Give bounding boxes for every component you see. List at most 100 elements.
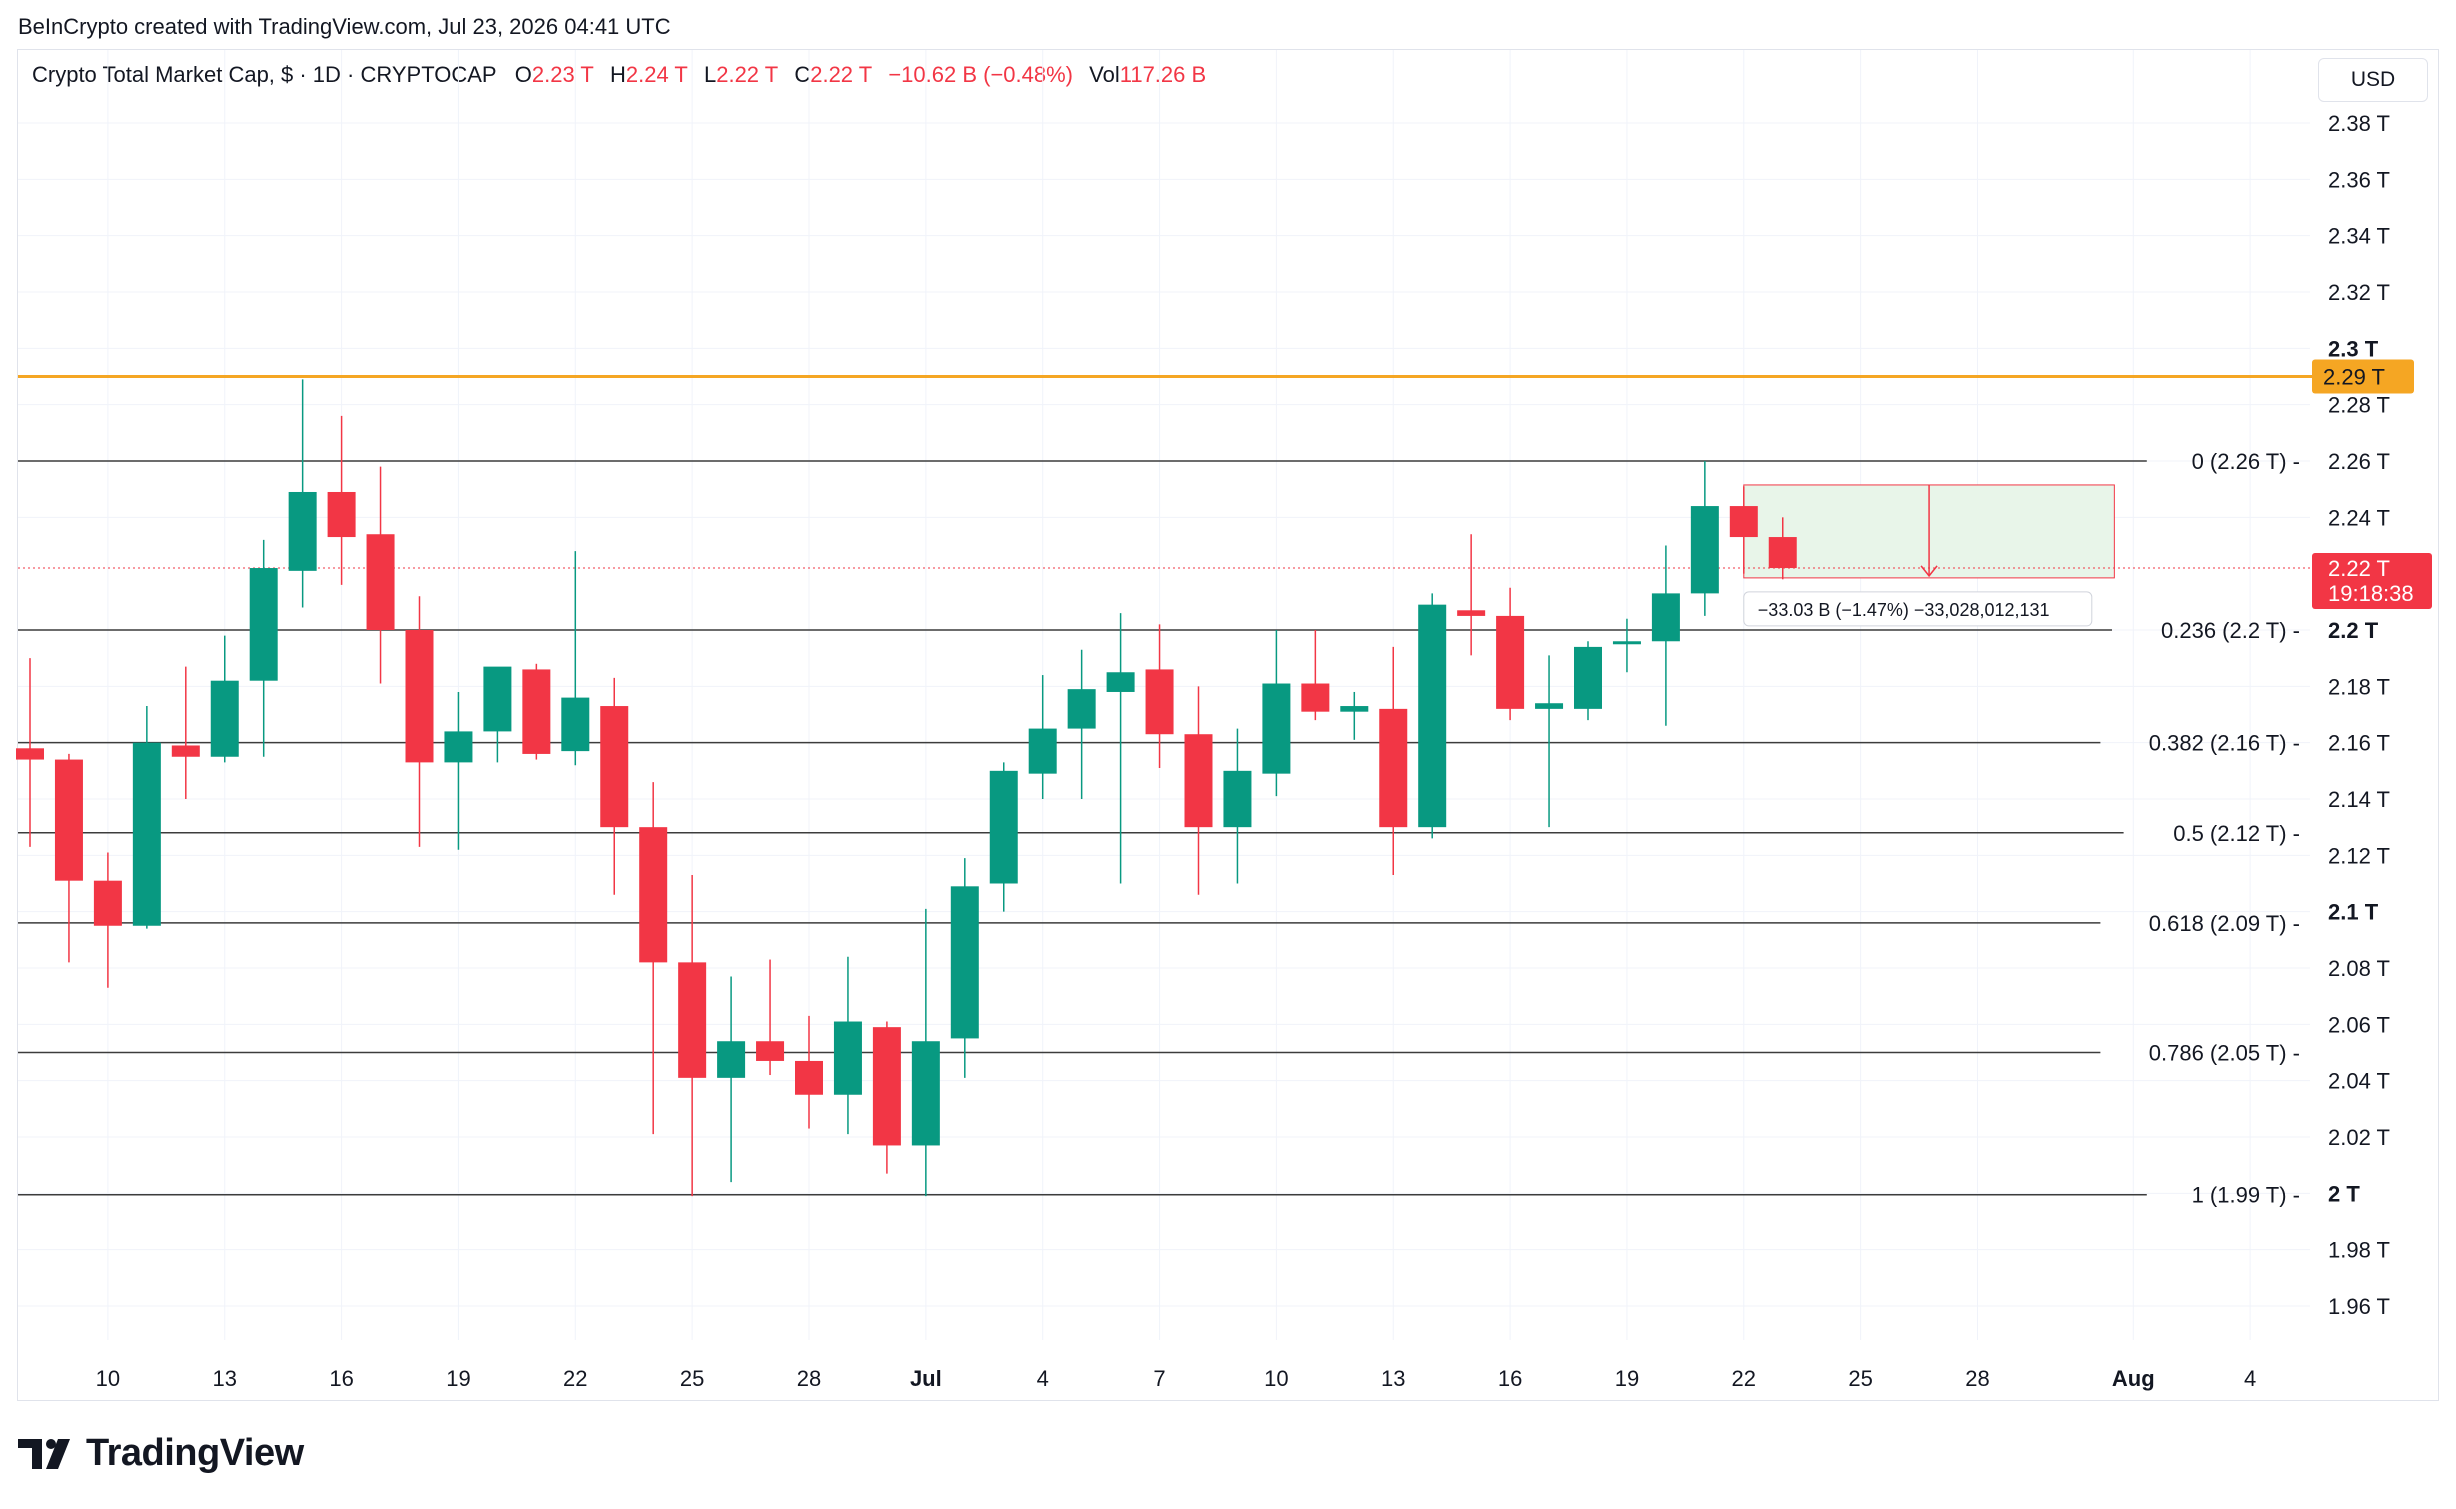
x-axis-tick-label: 22 [1732, 1366, 1756, 1391]
legend-volume-label: Vol [1089, 62, 1120, 87]
x-axis-tick-label: 28 [1965, 1366, 1989, 1391]
candle-body-down [93, 880, 122, 926]
x-axis-tick-label: 25 [680, 1366, 704, 1391]
candle-body-up [444, 731, 473, 763]
fib-level-label: 0 (2.26 T) - [2192, 449, 2300, 474]
candle-body-up [561, 697, 590, 752]
y-axis-tick-label: 2.3 T [2328, 336, 2379, 361]
candle-body-down [872, 1027, 901, 1146]
fib-level-label: 0.786 (2.05 T) - [2149, 1041, 2300, 1066]
candle-body-down [1145, 669, 1174, 735]
y-axis-tick-label: 2.36 T [2328, 167, 2390, 192]
legend-high-label: H [609, 62, 626, 87]
candle-body-down [600, 706, 629, 828]
y-axis-tick-label: 1.98 T [2328, 1238, 2390, 1263]
candle-body-up [1574, 646, 1602, 709]
current-price-label: 2.22 T [2328, 556, 2390, 581]
y-axis-tick-label: 2.18 T [2328, 674, 2390, 699]
candle-body-up [1535, 703, 1564, 709]
legend-high-value: 2.24 T [625, 62, 688, 87]
candle-body-down [756, 1041, 785, 1061]
candle-countdown-label: 19:18:38 [2328, 581, 2414, 606]
y-axis-tick-label: 2.1 T [2328, 900, 2379, 925]
candle-body-down [16, 748, 44, 760]
candle-body-up [1028, 728, 1057, 774]
legend-close-value: 2.22 T [810, 62, 873, 87]
price-range-label-box [1743, 591, 2093, 627]
candle-body-down [1496, 615, 1525, 709]
candle-body-down [1768, 537, 1797, 569]
y-axis-tick-label: 2.28 T [2328, 393, 2390, 418]
legend-open-label: O [514, 62, 532, 87]
price-range-arrowhead [1920, 565, 1938, 578]
fib-level-label: 0.236 (2.2 T) - [2161, 618, 2300, 643]
legend-low-value: 2.22 T [716, 62, 779, 87]
y-axis-tick-label: 2.04 T [2328, 1069, 2390, 1094]
candle-body-down [1729, 506, 1758, 538]
candle-body-up [1262, 683, 1291, 774]
candle-body-up [249, 568, 278, 681]
x-axis-tick-label: 28 [797, 1366, 821, 1391]
x-axis-tick-label: 4 [1037, 1366, 1049, 1391]
candle-body-down [1457, 610, 1486, 616]
candle-body-up [132, 742, 161, 926]
y-axis-tick-label: 2.32 T [2328, 280, 2390, 305]
candle-body-up [1106, 672, 1135, 692]
candle-body-up [1690, 506, 1719, 594]
price-range-label: −33.03 B (−1.47%) −33,028,012,131 [1758, 600, 2050, 620]
candle-body-up [911, 1041, 940, 1146]
header-credit: BeInCrypto created with TradingView.com,… [18, 14, 671, 39]
resistance-price-tag [2312, 359, 2414, 394]
legend-open-value: 2.23 T [531, 62, 594, 87]
y-axis-tick-label: 2.12 T [2328, 843, 2390, 868]
legend-volume-value: 117.26 B [1119, 62, 1207, 87]
candle-body-down [1184, 734, 1213, 828]
y-axis-tick-label: 1.96 T [2328, 1294, 2390, 1319]
chart-frame[interactable] [17, 49, 2439, 1401]
candle-body-up [210, 680, 239, 757]
candle-body-up [1651, 593, 1680, 642]
y-axis-tick-label: 2.02 T [2328, 1125, 2390, 1150]
candle-body-down [522, 669, 551, 754]
y-axis-tick-label: 2.08 T [2328, 956, 2390, 981]
x-axis-tick-label: Jul [910, 1366, 942, 1391]
x-axis-tick-label: 16 [1498, 1366, 1522, 1391]
fib-level-label: 0.382 (2.16 T) - [2149, 731, 2300, 756]
x-axis-tick-label: 10 [1264, 1366, 1288, 1391]
x-axis-tick-label: 22 [563, 1366, 587, 1391]
x-axis-tick-label: 25 [1848, 1366, 1872, 1391]
legend-symbol[interactable]: Crypto Total Market Cap, $ · 1D · CRYPTO… [32, 62, 497, 87]
candle-body-up [989, 770, 1018, 884]
candle-body-up [1612, 641, 1641, 645]
currency-selector[interactable]: USD [2318, 58, 2428, 102]
x-axis-tick-label: Aug [2112, 1366, 2155, 1391]
y-axis-tick-label: 2.26 T [2328, 449, 2390, 474]
candle-body-down [678, 962, 707, 1078]
x-axis-tick-label: 13 [1381, 1366, 1405, 1391]
y-axis-tick-label: 2.24 T [2328, 505, 2390, 530]
candle-body-up [950, 886, 979, 1039]
x-axis-tick-label: 4 [2244, 1366, 2256, 1391]
candle-body-up [1223, 770, 1252, 828]
x-axis-tick-label: 16 [329, 1366, 353, 1391]
x-axis-tick-label: 19 [1615, 1366, 1639, 1391]
current-price-tag [2312, 553, 2432, 610]
candle-body-up [1340, 706, 1369, 712]
tradingview-logo[interactable]: TradingView [18, 1432, 304, 1475]
candle-body-down [639, 827, 668, 963]
candle-body-down [405, 630, 434, 763]
tradingview-wordmark: TradingView [86, 1432, 304, 1474]
candle-body-up [717, 1041, 746, 1078]
fib-level-label: 1 (1.99 T) - [2192, 1183, 2300, 1208]
y-axis-tick-label: 2.34 T [2328, 224, 2390, 249]
legend-low-label: L [703, 62, 717, 87]
candle-body-down [1301, 683, 1330, 712]
x-axis-tick-label: 10 [96, 1366, 120, 1391]
fib-level-label: 0.618 (2.09 T) - [2149, 911, 2300, 936]
candle-body-up [483, 666, 512, 732]
candle-body-up [1418, 604, 1447, 828]
y-axis-tick-label: 2.16 T [2328, 731, 2390, 756]
candle-body-up [1067, 689, 1096, 729]
candle-body-down [795, 1060, 823, 1095]
